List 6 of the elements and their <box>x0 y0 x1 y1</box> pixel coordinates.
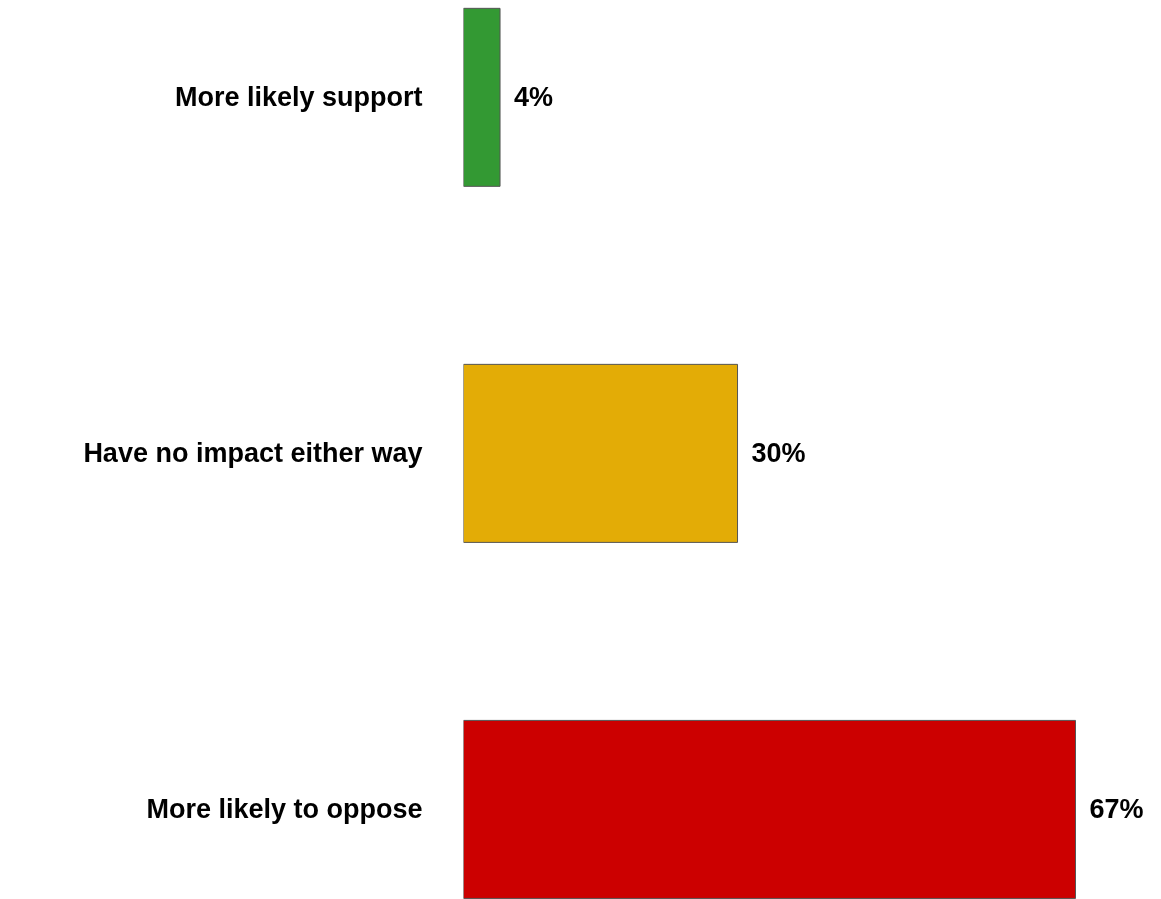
y-tick-label: Have no impact either way <box>83 438 423 469</box>
data-label: 4% <box>514 82 554 113</box>
data-label: 30% <box>751 438 806 469</box>
data-label: 67% <box>1089 794 1144 825</box>
y-tick-label: More likely support <box>174 82 423 113</box>
y-tick-label: More likely to oppose <box>146 794 423 825</box>
